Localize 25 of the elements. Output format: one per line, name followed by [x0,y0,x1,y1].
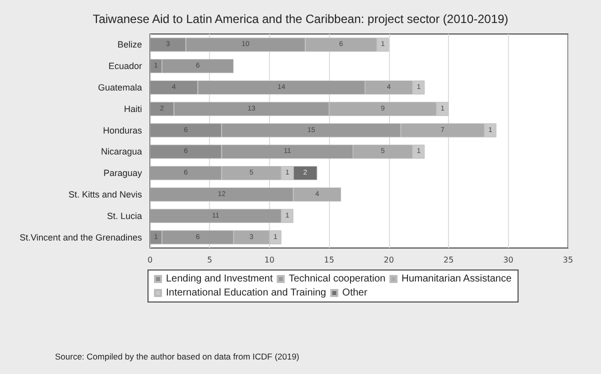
y-tick-label: St.Vincent and the Grenadines [20,232,142,242]
legend-label: Lending and Investment [166,274,273,284]
y-tick-label: Honduras [102,125,142,136]
y-tick-label: Nicaragua [100,146,142,157]
x-tick-label: 0 [147,256,153,264]
x-tick-label: 5 [207,256,212,264]
x-tick-label: 30 [503,256,514,264]
x-tick-label: 25 [443,256,454,264]
legend-label: Humanitarian Assistance [401,274,512,284]
legend-label: Technical cooperation [288,274,386,284]
legend-label: International Education and Training [166,288,326,298]
x-tick-label: 20 [384,256,394,264]
legend-label: Other [342,288,368,298]
y-tick-label: Paraguay [103,168,142,178]
y-tick-label: Belize [117,40,142,50]
source-note: Source: Compiled by the author based on data from ICDF (2019) [55,352,300,362]
x-tick-label: 35 [562,256,574,264]
y-tick-label: St. Kitts and Nevis [68,190,142,200]
y-tick-label: Haiti [124,104,142,114]
y-tick-label: Ecuador [108,61,142,72]
chart-title: Taiwanese Aid to Latin America and the Caribbean: project sector (2010-2019) [92,12,508,26]
y-tick-label: Guatemala [98,82,142,92]
x-tick-label: 10 [264,256,275,264]
x-tick-label: 15 [324,256,334,264]
y-tick-label: St. Lucia [106,210,142,221]
